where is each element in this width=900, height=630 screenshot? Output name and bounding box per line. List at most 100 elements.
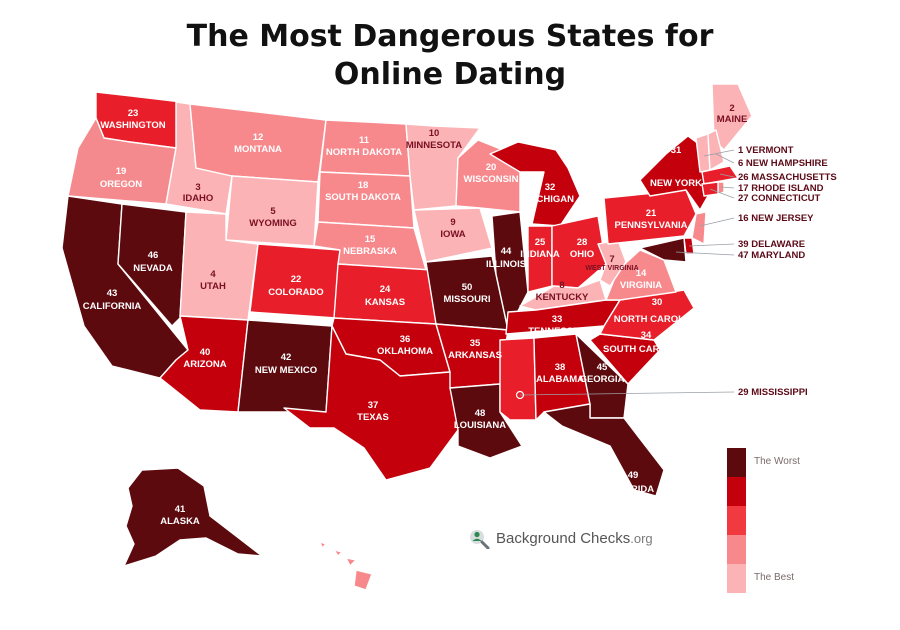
rank-label-co: 22 bbox=[291, 274, 302, 285]
state-mt bbox=[189, 103, 327, 183]
state-name-nm: NEW MEXICO bbox=[255, 365, 317, 376]
state-name-ne: NEBRASKA bbox=[343, 246, 397, 257]
state-name-tn: TENNESSEE bbox=[528, 326, 586, 337]
state-hi bbox=[319, 541, 373, 591]
state-name-ny: NEW YORK bbox=[650, 178, 702, 189]
rank-label-in: 25 bbox=[535, 237, 546, 248]
rank-label-mt: 12 bbox=[253, 132, 264, 143]
state-ms bbox=[499, 337, 537, 421]
state-name-mn: MINNESOTA bbox=[406, 140, 462, 151]
state-fl bbox=[543, 403, 665, 497]
state-name-nv: NEVADA bbox=[133, 263, 173, 274]
state-name-wy: WYOMING bbox=[249, 218, 297, 229]
state-shapes bbox=[61, 83, 753, 591]
state-name-nc: NORTH CAROLINA bbox=[614, 314, 701, 325]
leader-ma bbox=[719, 173, 735, 178]
state-name-ga: GEORGIA bbox=[580, 374, 625, 385]
brand-logo: Background Checks .org bbox=[468, 527, 653, 549]
rank-label-sd: 18 bbox=[358, 180, 369, 191]
state-name-wv: WEST VIRGINIA bbox=[585, 265, 638, 272]
callout-label-vt: 1 VERMONT bbox=[738, 145, 794, 156]
rank-label-al: 38 bbox=[555, 362, 566, 373]
rank-label-oh: 28 bbox=[577, 237, 588, 248]
legend-swatch-2 bbox=[727, 477, 746, 506]
state-name-ks: KANSAS bbox=[365, 297, 405, 308]
state-tx bbox=[283, 325, 459, 481]
state-name-tx: TEXAS bbox=[357, 412, 389, 423]
state-name-id: IDAHO bbox=[183, 193, 214, 204]
legend-swatch-4 bbox=[727, 535, 746, 564]
rank-label-az: 40 bbox=[200, 347, 211, 358]
rank-label-nm: 42 bbox=[281, 352, 292, 363]
state-name-or: OREGON bbox=[100, 179, 142, 190]
state-name-mo: MISSOURI bbox=[444, 294, 491, 305]
callout-label-de: 39 DELAWARE bbox=[738, 239, 805, 250]
title-line-1: The Most Dangerous States for bbox=[186, 19, 714, 54]
rank-label-ia: 9 bbox=[450, 217, 455, 228]
rank-label-sc: 34 bbox=[641, 330, 652, 341]
rank-label-pa: 21 bbox=[646, 208, 657, 219]
rank-label-wy: 5 bbox=[270, 206, 276, 217]
state-name-pa: PENNSYLVANIA bbox=[614, 220, 687, 231]
legend-swatch-1 bbox=[727, 448, 746, 477]
rank-label-la: 48 bbox=[475, 408, 486, 419]
state-name-ia: IOWA bbox=[440, 229, 465, 240]
rank-label-ca: 43 bbox=[107, 288, 118, 299]
state-name-oh: OHIO bbox=[570, 249, 594, 260]
callout-label-ma: 26 MASSACHUSETTS bbox=[738, 172, 837, 183]
state-name-mt: MONTANA bbox=[234, 144, 282, 155]
leader-nj bbox=[699, 217, 735, 227]
callout-label-nj: 16 NEW JERSEY bbox=[738, 213, 814, 224]
state-labels: 23WASHINGTON19OREGON43CALIFORNIA46NEVADA… bbox=[83, 103, 837, 575]
leader-vt bbox=[703, 149, 735, 157]
leader-md bbox=[675, 251, 735, 256]
state-nh bbox=[707, 129, 725, 171]
rank-label-me: 2 bbox=[729, 103, 734, 114]
rank-label-ks: 24 bbox=[380, 284, 391, 295]
rank-label-tx: 37 bbox=[368, 400, 379, 411]
state-nj bbox=[691, 211, 707, 245]
rank-label-mi: 32 bbox=[545, 182, 556, 193]
state-name-nd: NORTH DAKOTA bbox=[326, 147, 402, 158]
leader-ms bbox=[519, 391, 735, 396]
brand-name: Background Checks bbox=[496, 529, 631, 547]
rank-label-fl: 49 bbox=[628, 470, 639, 481]
callout-label-nh: 6 NEW HAMPSHIRE bbox=[738, 158, 828, 169]
state-ak bbox=[123, 467, 263, 567]
rank-label-ar: 35 bbox=[470, 338, 481, 349]
legend-swatch-5 bbox=[727, 564, 746, 593]
rank-label-wa: 23 bbox=[128, 108, 139, 119]
state-mi bbox=[489, 141, 581, 227]
callout-label-ct: 27 CONNECTICUT bbox=[738, 193, 821, 204]
rank-label-nd: 11 bbox=[359, 135, 370, 146]
state-name-va: VIRGINIA bbox=[620, 280, 662, 291]
rank-label-nc: 30 bbox=[652, 297, 663, 308]
state-name-ky: KENTUCKY bbox=[536, 292, 589, 303]
mississippi-marker bbox=[515, 390, 525, 400]
state-nv bbox=[117, 203, 187, 327]
rank-label-wv: 7 bbox=[609, 254, 614, 265]
leader-nh bbox=[715, 153, 735, 164]
rank-label-mo: 50 bbox=[462, 282, 473, 293]
rank-label-wi: 20 bbox=[486, 162, 497, 173]
state-name-al: ALABAMA bbox=[536, 374, 584, 385]
legend-swatch-3 bbox=[727, 506, 746, 535]
rank-label-il: 44 bbox=[501, 246, 512, 257]
state-ia bbox=[413, 207, 493, 263]
legend: The Worst The Best bbox=[727, 448, 800, 593]
brand-suffix: .org bbox=[630, 530, 653, 546]
state-name-wa: WASHINGTON bbox=[100, 120, 165, 131]
state-name-co: COLORADO bbox=[268, 287, 323, 298]
state-name-hi: HAWAII bbox=[363, 564, 397, 575]
rank-label-ky: 8 bbox=[559, 280, 564, 291]
rank-label-hi: 13 bbox=[375, 550, 386, 561]
rank-label-id: 3 bbox=[195, 182, 200, 193]
state-name-ok: OKLAHOMA bbox=[377, 346, 433, 357]
leader-ri bbox=[720, 186, 735, 189]
rank-label-ny: 31 bbox=[671, 145, 682, 156]
rank-label-mn: 10 bbox=[429, 128, 440, 139]
state-name-ak: ALASKA bbox=[160, 516, 200, 527]
state-ma bbox=[701, 165, 739, 185]
state-oh bbox=[551, 215, 607, 289]
